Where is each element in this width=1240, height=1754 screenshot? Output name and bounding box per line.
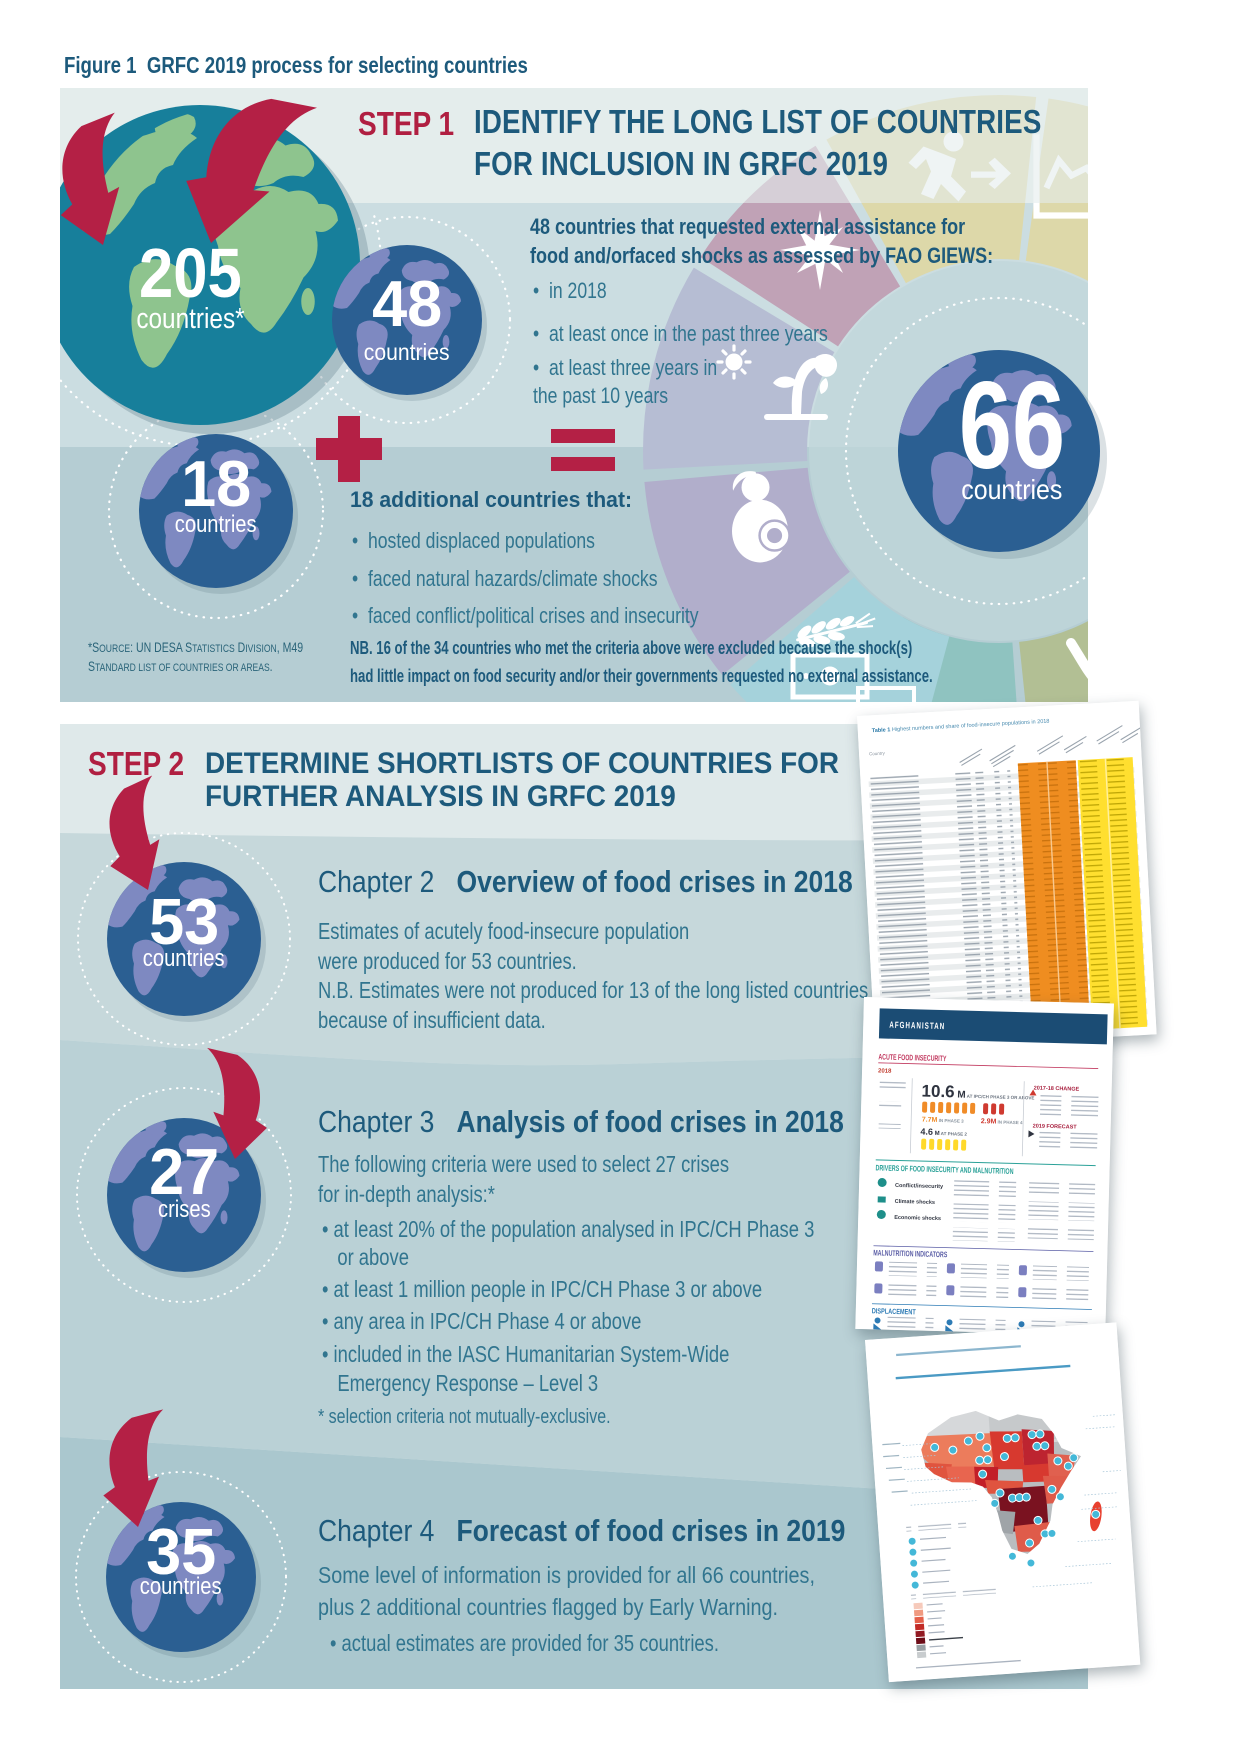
svg-text:2017-18 CHANGE: 2017-18 CHANGE [1034, 1085, 1080, 1092]
svg-text:AFGHANISTAN: AFGHANISTAN [889, 1020, 945, 1031]
svg-text:MALNUTRITION INDICATORS: MALNUTRITION INDICATORS [873, 1248, 948, 1259]
svg-text:DRIVERS OF FOOD INSECURITY AND: DRIVERS OF FOOD INSECURITY AND MALNUTRIT… [875, 1163, 1013, 1176]
svg-text:2018: 2018 [878, 1068, 892, 1074]
svg-text:Climate shocks: Climate shocks [895, 1199, 936, 1206]
svg-text:Country: Country [869, 751, 886, 757]
svg-text:Conflict/insecurity: Conflict/insecurity [895, 1183, 944, 1190]
svg-text:DISPLACEMENT: DISPLACEMENT [872, 1306, 917, 1316]
svg-text:4.6 M AT PHASE 2: 4.6 M AT PHASE 2 [920, 1127, 967, 1138]
svg-text:2.9M IN PHASE 4: 2.9M IN PHASE 4 [981, 1118, 1023, 1126]
svg-text:Economic shocks: Economic shocks [894, 1215, 941, 1222]
svg-text:2019 FORECAST: 2019 FORECAST [1033, 1123, 1078, 1130]
svg-text:ACUTE FOOD INSECURITY: ACUTE FOOD INSECURITY [878, 1052, 947, 1063]
svg-text:7.7M IN PHASE 3: 7.7M IN PHASE 3 [922, 1117, 964, 1125]
